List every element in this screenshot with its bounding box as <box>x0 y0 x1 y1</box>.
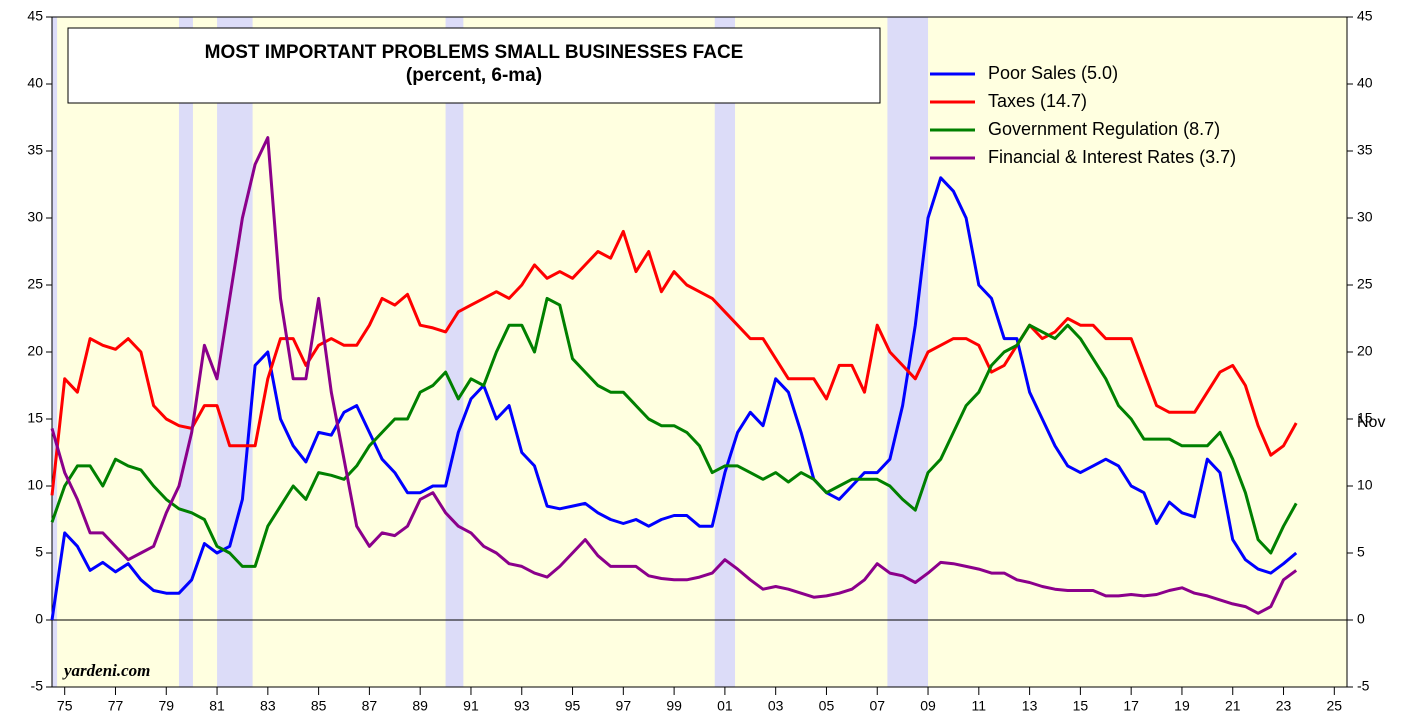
plot-frame <box>51 16 1348 688</box>
x-tick-label: 83 <box>260 698 276 714</box>
x-tick-label: 09 <box>920 698 936 714</box>
legend-label: Financial & Interest Rates (3.7) <box>988 147 1236 167</box>
y2-tick-label: 5 <box>1357 544 1365 560</box>
x-tick-label: 05 <box>819 698 835 714</box>
y2-tick-label: 10 <box>1357 477 1373 493</box>
y2-tick-label: 45 <box>1357 8 1373 24</box>
y2-tick-label: 15 <box>1357 410 1373 426</box>
y-tick-label: 45 <box>27 8 43 24</box>
y-tick-label: 5 <box>35 544 43 560</box>
x-tick-label: 91 <box>463 698 479 714</box>
x-tick-label: 23 <box>1276 698 1292 714</box>
y2-tick-label: 40 <box>1357 75 1373 91</box>
series-line <box>50 296 1298 568</box>
y2-tick-label: 0 <box>1357 611 1365 627</box>
x-tick-label: 17 <box>1123 698 1139 714</box>
chart-subtitle: (percent, 6-ma) <box>406 65 542 86</box>
recession-band <box>445 17 464 687</box>
chart-title: MOST IMPORTANT PROBLEMS SMALL BUSINESSES… <box>205 42 744 63</box>
x-tick-label: 93 <box>514 698 530 714</box>
x-tick-label: 77 <box>108 698 124 714</box>
y-tick-label: 15 <box>27 410 43 426</box>
x-tick-label: 01 <box>717 698 733 714</box>
legend-label: Poor Sales (5.0) <box>988 63 1118 83</box>
recession-band <box>887 17 929 687</box>
x-tick-label: 81 <box>209 698 225 714</box>
y-tick-label: 20 <box>27 343 43 359</box>
x-tick-label: 79 <box>158 698 174 714</box>
x-tick-label: 99 <box>666 698 682 714</box>
series-line <box>50 229 1298 496</box>
y2-tick-label: -5 <box>1357 678 1370 694</box>
x-tick-label: 97 <box>616 698 632 714</box>
y2-tick-label: 30 <box>1357 209 1373 225</box>
x-tick-label: 13 <box>1022 698 1038 714</box>
x-tick-label: 87 <box>362 698 378 714</box>
recession-band <box>178 17 193 687</box>
legend-label: Taxes (14.7) <box>988 91 1087 111</box>
legend-label: Government Regulation (8.7) <box>988 119 1220 139</box>
x-tick-label: 03 <box>768 698 784 714</box>
x-tick-label: 15 <box>1073 698 1089 714</box>
y-tick-label: 0 <box>35 611 43 627</box>
y-tick-label: 10 <box>27 477 43 493</box>
y2-tick-label: 20 <box>1357 343 1373 359</box>
y-tick-label: 40 <box>27 75 43 91</box>
y2-tick-label: 35 <box>1357 142 1373 158</box>
x-tick-label: 07 <box>869 698 885 714</box>
series-line <box>50 176 1298 621</box>
x-tick-label: 95 <box>565 698 581 714</box>
x-tick-label: 21 <box>1225 698 1241 714</box>
x-tick-label: 11 <box>972 698 987 714</box>
x-tick-label: 19 <box>1174 698 1190 714</box>
recession-band <box>217 17 253 687</box>
x-tick-label: 25 <box>1327 698 1343 714</box>
x-tick-label: 89 <box>412 698 428 714</box>
annotation: Nov <box>1357 414 1385 431</box>
x-tick-label: 85 <box>311 698 327 714</box>
recession-band <box>52 17 58 687</box>
x-tick-label: 75 <box>57 698 73 714</box>
y-tick-label: 35 <box>27 142 43 158</box>
y-tick-label: 30 <box>27 209 43 225</box>
y2-tick-label: 25 <box>1357 276 1373 292</box>
title-box <box>67 27 881 104</box>
series-line <box>50 136 1298 615</box>
source: yardeni.com <box>62 661 150 680</box>
y-tick-label: 25 <box>27 276 43 292</box>
y-tick-label: -5 <box>31 678 44 694</box>
recession-band <box>714 17 736 687</box>
